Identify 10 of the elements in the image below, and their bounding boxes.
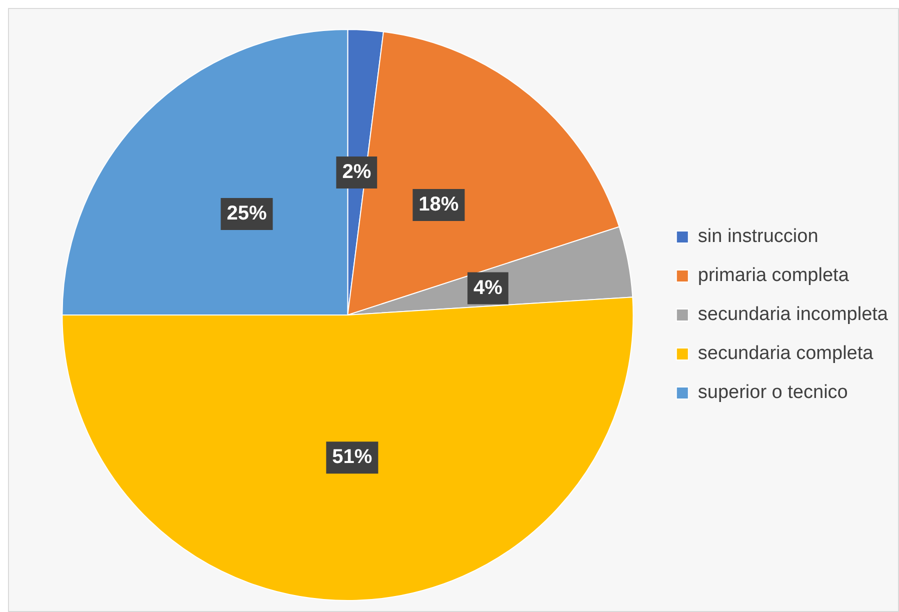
- data-label: 51%: [332, 446, 372, 468]
- legend-label: secundaria incompleta: [698, 304, 888, 326]
- data-label: 4%: [473, 276, 503, 299]
- data-label: 25%: [226, 202, 267, 225]
- legend-label: primaria completa: [698, 265, 850, 286]
- legend-label: secundaria completa: [698, 343, 874, 364]
- data-label: 2%: [342, 161, 372, 184]
- legend-label: sin instruccion: [698, 226, 818, 248]
- data-label: 18%: [418, 194, 459, 216]
- legend-label: superior o tecnico: [698, 382, 848, 404]
